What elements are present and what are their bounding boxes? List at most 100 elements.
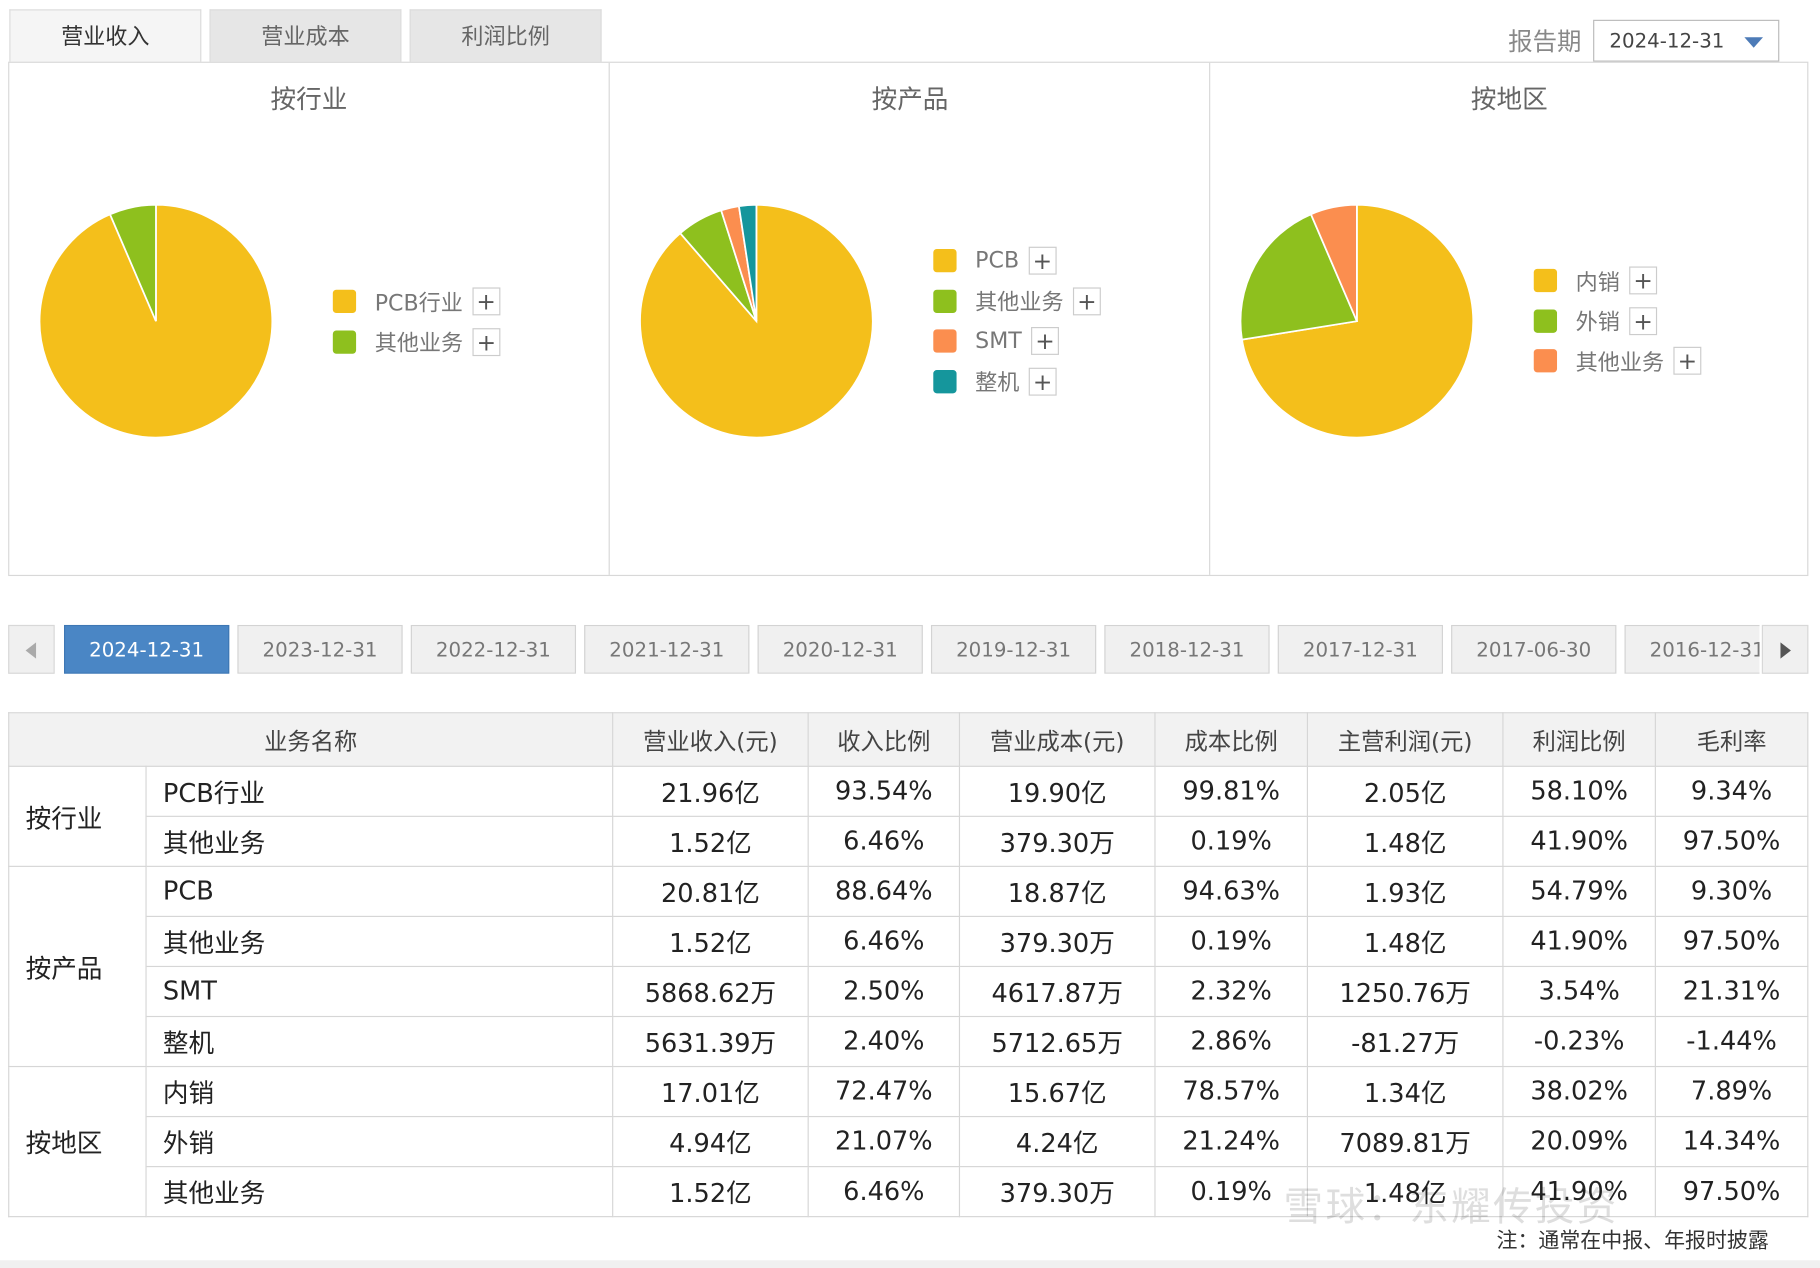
- value-cell: 1.52亿: [612, 815, 809, 867]
- value-cell: 379.30万: [958, 815, 1156, 867]
- expand-plus-icon[interactable]: +: [1028, 367, 1057, 396]
- legend-item[interactable]: PCB行业 +: [332, 282, 501, 322]
- legend-swatch: [933, 369, 957, 394]
- value-cell: 41.90%: [1502, 815, 1656, 867]
- table-row: 其他业务 1.52亿 6.46% 379.30万 0.19% 1.48亿 41.90% 97.…: [9, 815, 1809, 867]
- report-period-select[interactable]: 2024-12-31: [1593, 19, 1780, 62]
- value-cell: 15.67亿: [958, 1065, 1156, 1118]
- tab-cost[interactable]: 营业成本: [209, 9, 402, 62]
- value-cell: 3.54%: [1502, 965, 1656, 1018]
- value-cell: 0.19%: [1154, 815, 1308, 867]
- expand-plus-icon[interactable]: +: [472, 327, 501, 356]
- pie-title: 按地区: [1470, 86, 1548, 116]
- pie-charts-area: 按行业 PCB行业 + 其他业务 + 按产品 PCB + 其他业务 + SMT + 整机 + 按地区…: [8, 61, 1809, 577]
- value-cell: 5868.62万: [612, 965, 809, 1018]
- expand-plus-icon[interactable]: +: [1028, 246, 1057, 275]
- report-period-label: 报告期: [1508, 27, 1582, 56]
- report-period-value: 2024-12-31: [1609, 30, 1725, 54]
- date-tab[interactable]: 2016-12-31: [1624, 624, 1760, 674]
- legend-item[interactable]: 整机 +: [933, 361, 1101, 401]
- pie-title: 按行业: [270, 86, 348, 116]
- value-cell: 6.46%: [807, 915, 961, 968]
- value-cell: -81.27万: [1306, 1015, 1504, 1068]
- legend-swatch: [933, 249, 957, 273]
- legend-swatch: [1533, 309, 1558, 333]
- value-cell: 4.94亿: [612, 1115, 809, 1168]
- pie-slice[interactable]: [1239, 213, 1359, 341]
- column-header: 营业成本(元): [958, 712, 1156, 767]
- table-row: 按地区 内销 17.01亿 72.47% 15.67亿 78.57% 1.34亿 38.02%…: [8, 1065, 1809, 1218]
- expand-plus-icon[interactable]: +: [1629, 306, 1658, 335]
- value-cell: 6.46%: [807, 815, 961, 867]
- legend-item[interactable]: SMT +: [933, 321, 1101, 361]
- legend-label: 其他业务: [374, 330, 464, 357]
- pie-slice[interactable]: [1309, 203, 1358, 322]
- report-date-tabs: 2024-12-31 2023-12-31 2022-12-31 2021-12-31…: [64, 624, 1760, 674]
- table-row: 外销 4.94亿 21.07% 4.24亿 21.24% 7089.81万 20.09% 14…: [9, 1115, 1809, 1168]
- table-row: SMT 5868.62万 2.50% 4617.87万 2.32% 1250.76万 3.5…: [9, 965, 1809, 1018]
- legend-label: PCB行业: [374, 290, 463, 317]
- pie-chart-industry: [38, 203, 274, 439]
- legend-swatch: [1533, 349, 1558, 373]
- legend-item[interactable]: 外销 +: [1533, 301, 1702, 341]
- column-header: 主营利润(元): [1306, 712, 1504, 767]
- column-header: 收入比例: [807, 712, 961, 767]
- legend-label: 其他业务: [1575, 349, 1665, 376]
- value-cell: 2.40%: [807, 1015, 961, 1068]
- column-header: 业务名称: [8, 712, 614, 767]
- date-tab[interactable]: 2018-12-31: [1104, 624, 1270, 674]
- value-cell: 1250.76万: [1306, 965, 1504, 1018]
- legend-item[interactable]: 其他业务 +: [1533, 341, 1702, 381]
- table-header-row: 业务名称 营业收入(元) 收入比例 营业成本(元) 成本比例 主营利润(元) 利…: [8, 712, 1809, 767]
- legend-item[interactable]: PCB +: [933, 241, 1101, 281]
- expand-plus-icon[interactable]: +: [1072, 287, 1101, 316]
- date-tab[interactable]: 2022-12-31: [410, 624, 577, 674]
- value-cell: 72.47%: [807, 1065, 961, 1118]
- legend-swatch: [1533, 269, 1558, 293]
- legend-item[interactable]: 其他业务 +: [933, 281, 1101, 321]
- value-cell: 21.24%: [1154, 1115, 1308, 1168]
- date-tab[interactable]: 2019-12-31: [930, 624, 1097, 674]
- pie-slice[interactable]: [737, 203, 758, 322]
- date-tab[interactable]: 2023-12-31: [237, 624, 403, 674]
- value-cell: 1.52亿: [612, 1166, 809, 1218]
- value-cell: 97.50%: [1654, 815, 1809, 867]
- pie-slice[interactable]: [108, 203, 157, 322]
- expand-plus-icon[interactable]: +: [1629, 266, 1658, 295]
- legend-swatch: [332, 330, 357, 354]
- business-name-cell: PCB行业: [145, 765, 614, 817]
- tab-profit-ratio[interactable]: 利润比例: [409, 9, 602, 62]
- expand-plus-icon[interactable]: +: [472, 287, 501, 316]
- date-tab[interactable]: 2021-12-31: [584, 624, 750, 674]
- tab-revenue[interactable]: 营业收入: [9, 9, 202, 62]
- metric-tabs: 营业收入 营业成本 利润比例: [9, 9, 602, 62]
- value-cell: 0.19%: [1154, 915, 1308, 968]
- scroll-left-button[interactable]: [8, 624, 55, 674]
- scroll-right-button[interactable]: [1761, 624, 1809, 674]
- value-cell: 94.63%: [1154, 865, 1308, 917]
- disclosure-note: 注：通常在中报、年报时披露: [1496, 1228, 1769, 1254]
- table-row: 按产品 PCB 20.81亿 88.64% 18.87亿 94.63% 1.93亿 54.79…: [8, 865, 1809, 1068]
- legend-swatch: [933, 329, 957, 353]
- legend-label: PCB: [975, 248, 1020, 274]
- expand-plus-icon[interactable]: +: [1673, 347, 1702, 376]
- pie-legend-region: 内销 + 外销 + 其他业务 +: [1533, 261, 1702, 381]
- value-cell: 1.48亿: [1306, 815, 1504, 867]
- date-tab[interactable]: 2020-12-31: [757, 624, 923, 674]
- watermark: 雪球：东耀传投资: [1283, 1184, 1619, 1232]
- value-cell: 6.46%: [807, 1166, 961, 1218]
- value-cell: 21.96亿: [612, 765, 809, 817]
- pie-chart-product: [639, 203, 874, 439]
- expand-plus-icon[interactable]: +: [1031, 327, 1060, 356]
- date-tab[interactable]: 2017-12-31: [1277, 624, 1443, 674]
- value-cell: 0.19%: [1154, 1166, 1308, 1218]
- value-cell: 41.90%: [1502, 1166, 1656, 1218]
- value-cell: 379.30万: [958, 915, 1156, 968]
- pie-legend-product: PCB + 其他业务 + SMT + 整机 +: [933, 241, 1101, 402]
- legend-item[interactable]: 其他业务 +: [332, 322, 501, 362]
- value-cell: 38.02%: [1502, 1065, 1656, 1118]
- legend-item[interactable]: 内销 +: [1533, 261, 1702, 301]
- group-label: 按产品: [8, 865, 147, 1068]
- date-tab[interactable]: 2024-12-31: [64, 624, 230, 674]
- date-tab[interactable]: 2017-06-30: [1451, 624, 1617, 674]
